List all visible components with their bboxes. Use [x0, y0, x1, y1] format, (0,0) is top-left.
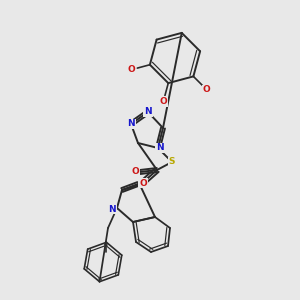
- Text: O: O: [160, 97, 167, 106]
- Text: S: S: [169, 158, 175, 166]
- Text: O: O: [128, 65, 135, 74]
- Text: N: N: [156, 143, 164, 152]
- Text: O: O: [139, 178, 147, 188]
- Text: N: N: [144, 107, 152, 116]
- Text: N: N: [108, 205, 116, 214]
- Text: O: O: [131, 167, 139, 176]
- Text: N: N: [127, 119, 135, 128]
- Text: O: O: [203, 85, 211, 94]
